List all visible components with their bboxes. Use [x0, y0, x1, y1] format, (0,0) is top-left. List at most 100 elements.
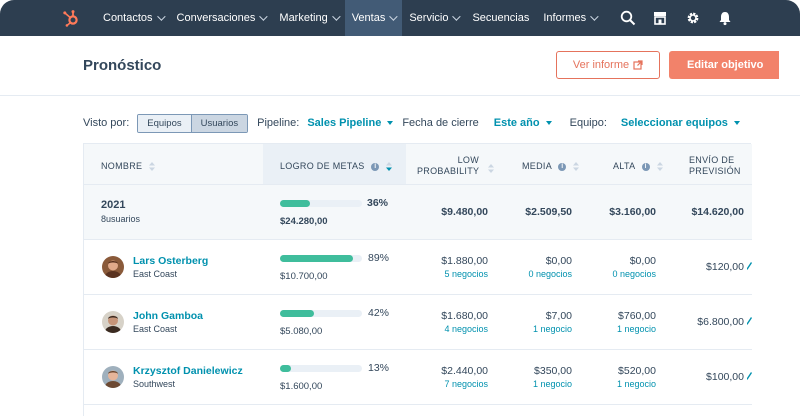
edit-pencil-icon[interactable]	[747, 372, 752, 380]
forecast-submission-value: $100,00	[706, 371, 744, 383]
info-icon[interactable]: i	[641, 162, 650, 171]
nav-item-label: Contactos	[103, 12, 153, 24]
hubspot-logo-icon[interactable]	[62, 9, 80, 27]
low-probability-deals-link[interactable]: 5 negocios	[444, 269, 488, 279]
table-row: Lars Osterberg East Coast 89% $10.700,00…	[84, 240, 752, 295]
nav-item-marketing[interactable]: Marketing	[272, 0, 344, 36]
nav-item-informes[interactable]: Informes	[536, 0, 603, 36]
nav-item-servicio[interactable]: Servicio	[402, 0, 465, 36]
column-goal[interactable]: LOGRO DE METAS i	[263, 144, 406, 184]
user-photo-icon	[105, 370, 121, 388]
alta-deals-link[interactable]: 1 negocio	[616, 324, 656, 334]
filter-bar: Visto por: Equipos Usuarios Pipeline: Sa…	[83, 113, 740, 133]
page-header: Pronóstico Ver informe Editar objetivo	[0, 36, 800, 96]
column-prevision-label: PREVISIÓN	[689, 166, 741, 176]
goal-progress-bar	[280, 365, 362, 372]
nav-item-conversaciones[interactable]: Conversaciones	[170, 0, 273, 36]
media-value: $2.509,50	[525, 206, 572, 218]
edit-pencil-icon[interactable]	[747, 262, 752, 270]
column-goal-label: LOGRO DE METAS	[280, 161, 365, 171]
chevron-down-icon	[389, 12, 399, 21]
low-probability-deals-link[interactable]: 4 negocios	[444, 324, 488, 334]
avatar[interactable]	[102, 366, 124, 388]
column-probability-label: PROBABILITY	[417, 166, 480, 176]
media-deals-link[interactable]: 1 negocio	[532, 324, 572, 334]
nav-item-label: Conversaciones	[176, 12, 256, 24]
edit-goal-button[interactable]: Editar objetivo	[669, 51, 779, 79]
column-media[interactable]: MEDIA i	[522, 161, 580, 172]
low-probability-value: $1.880,00	[441, 255, 488, 267]
toggle-teams[interactable]: Equipos	[138, 114, 191, 132]
main-menu: Contactos Conversaciones Marketing Ventas Se…	[96, 0, 603, 36]
column-forecast-submission[interactable]: ENVÍO DE PREVISIÓN	[689, 155, 741, 177]
nav-item-label: Marketing	[279, 12, 328, 24]
close-date-label: Fecha de cierre	[402, 117, 479, 129]
edit-pencil-icon[interactable]	[747, 317, 752, 325]
goal-percent: 13%	[368, 362, 390, 374]
summary-title: 2021	[101, 199, 126, 211]
view-report-label: Ver informe	[572, 59, 630, 71]
column-low-probability[interactable]: LOW PROBABILITY	[417, 155, 479, 177]
table-row: John Gamboa East Coast 42% $5.080,00 $1.…	[84, 295, 752, 350]
goal-progress-fill	[280, 365, 291, 372]
media-deals-link[interactable]: 1 negocio	[532, 379, 572, 389]
user-name-link[interactable]: Lars Osterberg	[133, 255, 209, 267]
toggle-users[interactable]: Usuarios	[190, 114, 248, 132]
media-deals-link[interactable]: 0 negocios	[528, 269, 572, 279]
user-region: East Coast	[133, 269, 178, 279]
user-region: Southwest	[133, 379, 176, 389]
chevron-down-icon	[156, 12, 166, 21]
media-value: $350,00	[534, 365, 572, 377]
nav-item-ventas[interactable]: Ventas	[344, 0, 403, 36]
team-label: Equipo:	[569, 117, 607, 129]
sort-icon	[656, 162, 663, 172]
settings-icon[interactable]	[685, 10, 701, 26]
view-toggle: Equipos Usuarios	[137, 113, 249, 133]
view-report-button[interactable]: Ver informe	[556, 51, 660, 79]
column-media-label: MEDIA	[522, 161, 552, 171]
sort-icon	[573, 162, 580, 172]
pipeline-dropdown[interactable]: Sales Pipeline	[307, 117, 394, 129]
sort-icon[interactable]	[488, 164, 494, 173]
info-icon[interactable]: i	[371, 162, 380, 171]
notifications-icon[interactable]	[717, 10, 733, 26]
low-probability-deals-link[interactable]: 7 negocios	[444, 379, 488, 389]
column-low-label: LOW	[457, 155, 479, 165]
search-icon[interactable]	[620, 10, 636, 26]
alta-value: $3.160,00	[609, 206, 656, 218]
avatar[interactable]	[102, 256, 124, 278]
column-alta[interactable]: ALTA i	[613, 161, 663, 172]
avatar[interactable]	[102, 311, 124, 333]
info-icon[interactable]: i	[558, 162, 567, 171]
nav-item-label: Informes	[543, 12, 587, 24]
forecast-submission-value: $120,00	[706, 261, 744, 273]
nav-item-contactos[interactable]: Contactos	[96, 0, 170, 36]
top-navigation: Contactos Conversaciones Marketing Ventas Se…	[0, 0, 800, 36]
nav-item-label: Ventas	[351, 12, 386, 24]
user-region: East Coast	[133, 324, 178, 334]
close-date-dropdown[interactable]: Este año	[494, 117, 552, 129]
view-by-label: Visto por:	[83, 117, 130, 129]
pipeline-label: Pipeline:	[257, 117, 300, 129]
nav-item-secuencias[interactable]: Secuencias	[465, 0, 536, 36]
user-name-link[interactable]: John Gamboa	[133, 310, 204, 322]
goal-progress-fill	[280, 255, 353, 262]
user-name-link[interactable]: Krzysztof Danielewicz	[133, 365, 243, 377]
goal-percent: 89%	[368, 252, 390, 264]
marketplace-icon[interactable]	[652, 10, 668, 26]
team-dropdown[interactable]: Seleccionar equipos	[621, 117, 740, 129]
column-name[interactable]: NOMBRE	[101, 161, 156, 172]
column-name-label: NOMBRE	[101, 161, 143, 171]
close-date-value: Este año	[493, 117, 540, 129]
team-value: Seleccionar equipos	[620, 117, 728, 129]
goal-progress-bar	[280, 310, 362, 317]
summary-row: 2021 8usuarios 36% $24.280,00 $9.480,00 …	[84, 185, 752, 240]
goal-amount: $10.700,00	[280, 271, 328, 282]
low-probability-value: $2.440,00	[441, 365, 488, 377]
goal-percent: 36%	[367, 197, 389, 209]
alta-deals-link[interactable]: 1 negocio	[616, 379, 656, 389]
goal-amount: $1.600,00	[280, 381, 323, 392]
external-link-icon	[633, 60, 643, 70]
nav-item-label: Servicio	[409, 12, 449, 24]
alta-deals-link[interactable]: 0 negocios	[612, 269, 656, 279]
